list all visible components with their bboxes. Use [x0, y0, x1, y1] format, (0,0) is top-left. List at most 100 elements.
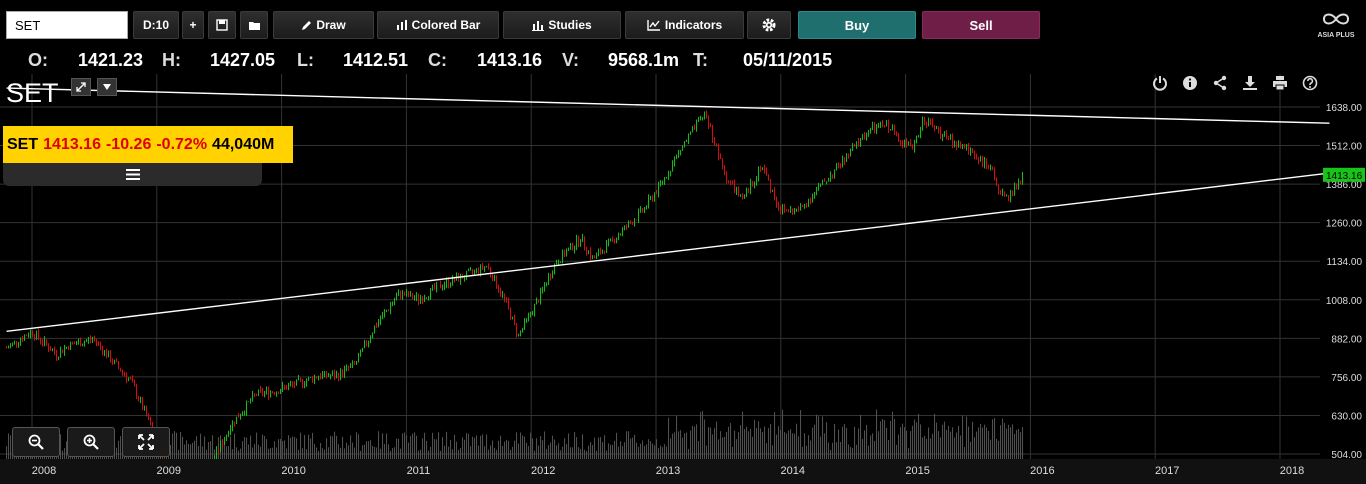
print-icon[interactable] [1270, 75, 1290, 95]
share-icon[interactable] [1210, 75, 1230, 95]
info-icon[interactable] [1180, 75, 1200, 95]
studies-label: Studies [548, 18, 592, 32]
line-chart-icon [647, 20, 660, 31]
chart-tools [1150, 75, 1320, 95]
x-axis: 2008 2009 2010 2011 2012 2013 2014 2015 2016 2017… [0, 459, 1366, 484]
quote-change: -10.26 [105, 135, 152, 153]
logo-text: ASIA PLUS [1317, 32, 1355, 39]
quote-box: SET 1413.16 -10.26 -0.72% 44,040M [3, 126, 293, 163]
ohlc-open: O: [28, 50, 48, 72]
expand-icon [76, 82, 86, 92]
y-tick-label: 882.00 [1331, 334, 1362, 345]
buy-button[interactable]: Buy [798, 11, 916, 39]
high-label: H: [162, 50, 181, 70]
save-icon [216, 19, 228, 31]
zoom-out-button[interactable] [12, 427, 60, 457]
y-axis: 1638.00 1512.00 1386.00 1260.00 1134.00 1008.… [1323, 103, 1365, 461]
power-icon[interactable] [1150, 75, 1170, 95]
interval-label: D:10 [142, 18, 169, 32]
add-button[interactable]: + [182, 11, 204, 39]
colored-bar-button[interactable]: Colored Bar [377, 11, 499, 39]
last-price-label: 1413.16 [1326, 171, 1363, 182]
y-tick-label: 1008.00 [1326, 296, 1363, 307]
y-tick-label: 756.00 [1331, 373, 1362, 384]
ohlc-time: T: [693, 50, 708, 72]
x-tick-label: 2017 [1155, 465, 1179, 477]
y-tick-label: 1134.00 [1327, 257, 1363, 268]
indicators-button[interactable]: Indicators [625, 11, 744, 39]
y-tick-label: 1512.00 [1326, 142, 1363, 153]
ohlc-open-value: 1421.23 [78, 50, 144, 70]
ohlc-volume: V: [562, 50, 579, 72]
symbol-input[interactable] [6, 11, 128, 39]
y-tick-label: 1260.00 [1326, 219, 1363, 230]
trendline [6, 172, 1330, 332]
trendline [6, 87, 1330, 124]
draw-label: Draw [316, 18, 346, 32]
zoom-in-button[interactable] [67, 427, 115, 457]
close-label: C: [428, 50, 447, 70]
colored-bar-label: Colored Bar [411, 18, 481, 32]
ohlc-high: H: [162, 50, 181, 72]
sell-label: Sell [969, 17, 993, 33]
chart-symbol: SET [6, 78, 59, 108]
fit-screen-button[interactable] [122, 427, 170, 457]
open-label: O: [28, 50, 48, 70]
trendlines [6, 87, 1330, 332]
toolbar: D:10 + Draw Colored Bar Studies Indicato… [0, 0, 1366, 46]
hamburger-icon [125, 169, 140, 180]
y-tick-label: 504.00 [1331, 450, 1362, 461]
quote-menu-button[interactable] [3, 163, 262, 186]
y-tick-label: 1386.00 [1326, 180, 1363, 191]
add-label: + [189, 18, 197, 32]
x-tick-label: 2011 [407, 465, 431, 477]
bar-chart-icon [396, 20, 407, 30]
x-tick-label: 2008 [32, 465, 56, 477]
price-chart[interactable]: 1638.00 1512.00 1386.00 1260.00 1134.00 1008.… [0, 74, 1366, 484]
sell-button[interactable]: Sell [922, 11, 1040, 39]
quote-symbol: SET [7, 135, 39, 153]
folder-icon [248, 21, 260, 30]
expand-button[interactable] [71, 78, 91, 96]
quote-change-pct: -0.72% [156, 135, 208, 153]
x-tick-label: 2010 [281, 465, 305, 477]
gear-icon [762, 18, 776, 32]
ohlc-low-value: 1412.51 [343, 50, 409, 70]
y-tick-label: 1638.00 [1326, 103, 1363, 114]
x-tick-label: 2018 [1280, 465, 1304, 477]
x-tick-label: 2015 [905, 465, 929, 477]
asia-plus-logo: ASIA PLUS [1314, 12, 1358, 40]
x-tick-label: 2014 [781, 465, 805, 477]
infinity-logo-icon [1322, 13, 1350, 25]
download-icon[interactable] [1240, 75, 1260, 95]
ohlc-close-value: 1413.16 [477, 50, 543, 70]
settings-button[interactable] [747, 11, 791, 39]
open-button[interactable] [240, 11, 268, 39]
quote-last: 1413.16 [43, 135, 101, 153]
collapse-button[interactable] [97, 78, 117, 96]
zoom-in-icon [83, 434, 99, 450]
studies-button[interactable]: Studies [503, 11, 621, 39]
ohlc-volume-value: 9568.1m [608, 50, 680, 70]
time-label: T: [693, 50, 708, 70]
last-price-tag [1323, 167, 1365, 182]
low-label: L: [297, 50, 314, 70]
ohlc-high-value: 1427.05 [210, 50, 276, 70]
y-tick-label: 630.00 [1331, 411, 1362, 422]
zoom-out-icon [28, 434, 44, 450]
chart-grid [0, 74, 1320, 459]
volume-label: V: [562, 50, 580, 70]
buy-label: Buy [844, 17, 870, 33]
x-tick-label: 2016 [1030, 465, 1054, 477]
volume-bars [6, 409, 1024, 459]
interval-button[interactable]: D:10 [133, 11, 179, 39]
ohlc-low: L: [297, 50, 314, 72]
save-button[interactable] [208, 11, 236, 39]
help-icon[interactable] [1300, 75, 1320, 95]
x-axis-band [0, 459, 1366, 484]
draw-button[interactable]: Draw [273, 11, 374, 39]
x-tick-label: 2013 [656, 465, 680, 477]
x-tick-label: 2009 [157, 465, 181, 477]
x-tick-label: 2012 [531, 465, 555, 477]
ohlc-time-value: 05/11/2015 [743, 50, 833, 70]
